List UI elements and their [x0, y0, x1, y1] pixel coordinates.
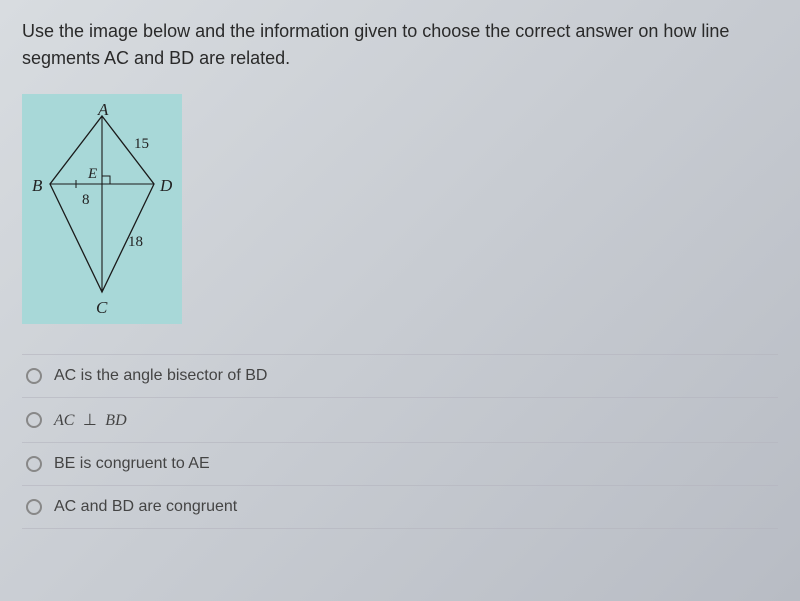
option-2[interactable]: AC ⊥ BD [22, 398, 778, 443]
right-angle-marker [102, 176, 110, 184]
radio-icon [26, 412, 42, 428]
label-b: B [32, 176, 42, 196]
radio-icon [26, 499, 42, 515]
label-e: E [88, 166, 97, 183]
question-text: Use the image below and the information … [22, 18, 778, 72]
label-d: D [160, 176, 172, 196]
option-label: BE is congruent to AE [54, 455, 210, 473]
perp-symbol: ⊥ [79, 412, 101, 429]
label-a: A [98, 100, 108, 120]
kite-figure: A B D C E 15 8 18 [22, 94, 182, 324]
figure-container: A B D C E 15 8 18 [22, 94, 778, 324]
option-label: AC and BD are congruent [54, 498, 237, 516]
radio-icon [26, 368, 42, 384]
radio-icon [26, 456, 42, 472]
kite-svg [22, 94, 182, 324]
option-label: AC ⊥ BD [54, 410, 127, 430]
option-label: AC is the angle bisector of BD [54, 367, 267, 385]
option-4[interactable]: AC and BD are congruent [22, 486, 778, 529]
math-ac: AC [54, 412, 74, 429]
option-3[interactable]: BE is congruent to AE [22, 443, 778, 486]
math-bd: BD [105, 412, 126, 429]
option-1[interactable]: AC is the angle bisector of BD [22, 354, 778, 398]
label-c: C [96, 298, 107, 318]
label-8: 8 [82, 192, 90, 209]
label-18: 18 [128, 234, 143, 251]
label-15: 15 [134, 136, 149, 153]
options-list: AC is the angle bisector of BD AC ⊥ BD B… [22, 354, 778, 529]
